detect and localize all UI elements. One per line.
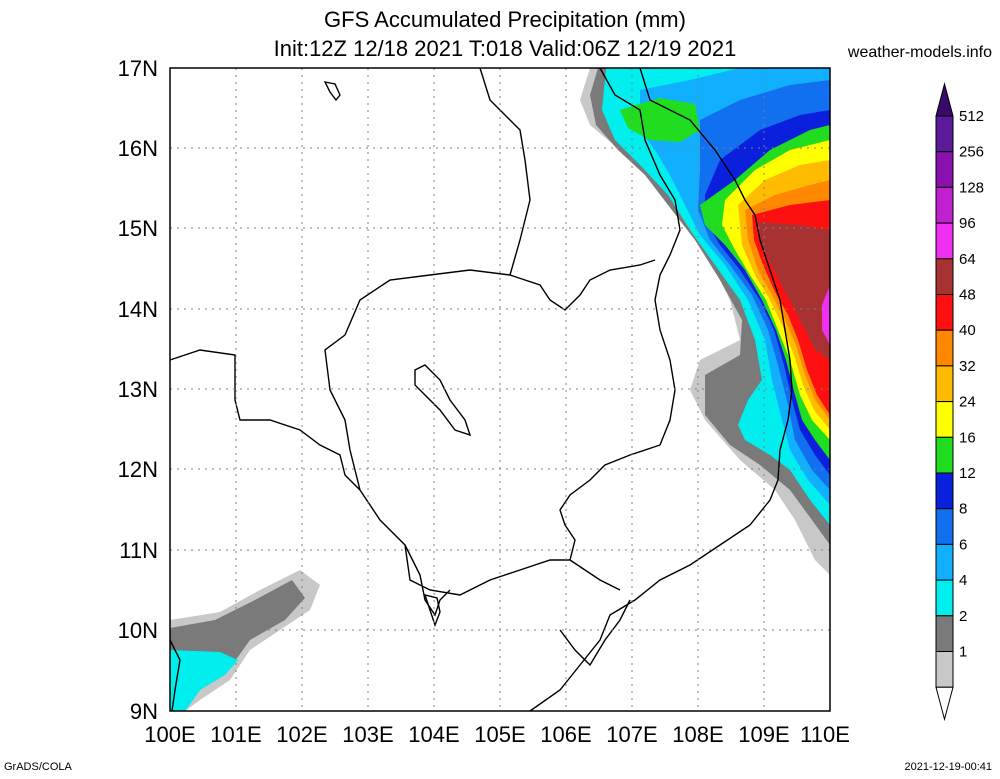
- border-cambodia-thailand-laos: [344, 259, 656, 336]
- legend-label: 6: [959, 536, 967, 553]
- lon-label: 100E: [144, 722, 195, 747]
- precipitation-field: [170, 68, 830, 711]
- legend-swatch: [935, 258, 954, 295]
- coast-thailand-gulf: [169, 639, 181, 712]
- lat-label: 10N: [118, 618, 158, 643]
- legend-label: 256: [959, 144, 984, 161]
- borders: [169, 67, 793, 712]
- legend-label: 96: [959, 215, 976, 232]
- lat-label: 15N: [118, 216, 158, 241]
- lon-label: 107E: [606, 722, 657, 747]
- lon-label: 109E: [738, 722, 789, 747]
- precip-16mm-north: [620, 98, 700, 142]
- precip-64mm: [758, 222, 830, 360]
- lon-label: 104E: [408, 722, 459, 747]
- legend-label: 1: [959, 644, 967, 661]
- legend-swatch: [935, 579, 954, 617]
- lon-label: 103E: [342, 722, 393, 747]
- lat-label: 17N: [118, 56, 158, 81]
- legend-arrow-bottom: [935, 686, 954, 722]
- legend-swatch: [935, 508, 954, 545]
- lon-axis: 100E 101E 102E 103E 104E 105E 106E 107E …: [144, 722, 850, 747]
- legend-label: 12: [959, 465, 976, 482]
- legend-swatch: [935, 543, 954, 581]
- lat-label: 9N: [130, 699, 158, 724]
- legend-swatch: [935, 401, 954, 438]
- coastline-vietnam: [529, 67, 793, 712]
- map-frame: [169, 67, 831, 712]
- legend-swatch: [935, 115, 954, 153]
- legend-swatch: [935, 472, 954, 510]
- footer-timestamp: 2021-12-19-00:41: [904, 761, 992, 773]
- legend-label: 32: [959, 358, 976, 375]
- mekong-delta: [559, 599, 631, 667]
- legend-swatch: [935, 151, 954, 188]
- lat-axis: 17N 16N 15N 14N 13N 12N 11N 10N 9N: [118, 56, 158, 724]
- lon-label: 102E: [276, 722, 327, 747]
- legend-swatch: [935, 615, 954, 652]
- footer-source: GrADS/COLA: [4, 761, 72, 773]
- lat-label: 14N: [118, 297, 158, 322]
- island-phu-quoc: [423, 594, 441, 628]
- border-cambodia-south: [324, 334, 621, 596]
- legend-swatch: [935, 222, 954, 260]
- legend-label: 40: [959, 322, 976, 339]
- legend-swatch: [935, 294, 954, 331]
- lon-label: 110E: [800, 722, 850, 747]
- border-thailand-laos: [169, 349, 361, 491]
- lat-label: 16N: [118, 136, 158, 161]
- lon-label: 106E: [540, 722, 591, 747]
- legend-label: 48: [959, 287, 976, 304]
- legend-label: 128: [959, 179, 984, 196]
- legend-label: 64: [959, 251, 976, 268]
- grid: [170, 68, 830, 711]
- mekong-laos: [479, 67, 531, 276]
- legend-swatch: [935, 651, 954, 688]
- legend-label: 24: [959, 394, 976, 411]
- map-title: GFS Accumulated Precipitation (mm): [324, 7, 686, 32]
- small-lake: [323, 81, 341, 102]
- legend-swatch: [935, 329, 954, 367]
- site-label: weather-models.info: [847, 44, 992, 61]
- legend-label: 4: [959, 572, 967, 589]
- lon-label: 101E: [210, 722, 261, 747]
- lat-label: 11N: [119, 538, 158, 563]
- lat-label: 12N: [118, 457, 158, 482]
- legend-swatch: [935, 436, 954, 474]
- precip-sw-4mm: [170, 650, 238, 711]
- legend-arrow-top: [935, 82, 954, 117]
- precip-96mm: [822, 285, 830, 345]
- lon-label: 105E: [474, 722, 525, 747]
- coast-cambodia: [404, 544, 451, 617]
- legend-label: 16: [959, 429, 976, 446]
- lon-label: 108E: [672, 722, 723, 747]
- legend-label: 2: [959, 608, 967, 625]
- lat-label: 13N: [118, 377, 158, 402]
- border-laos-vietnam: [559, 67, 681, 561]
- legend-label: 8: [959, 501, 967, 518]
- legend-swatch: [935, 365, 954, 403]
- tonle-sap: [414, 364, 472, 437]
- legend-label: 512: [959, 108, 984, 125]
- legend-swatch: [935, 186, 954, 224]
- map-subtitle: Init:12Z 12/18 2021 T:018 Valid:06Z 12/1…: [273, 36, 737, 61]
